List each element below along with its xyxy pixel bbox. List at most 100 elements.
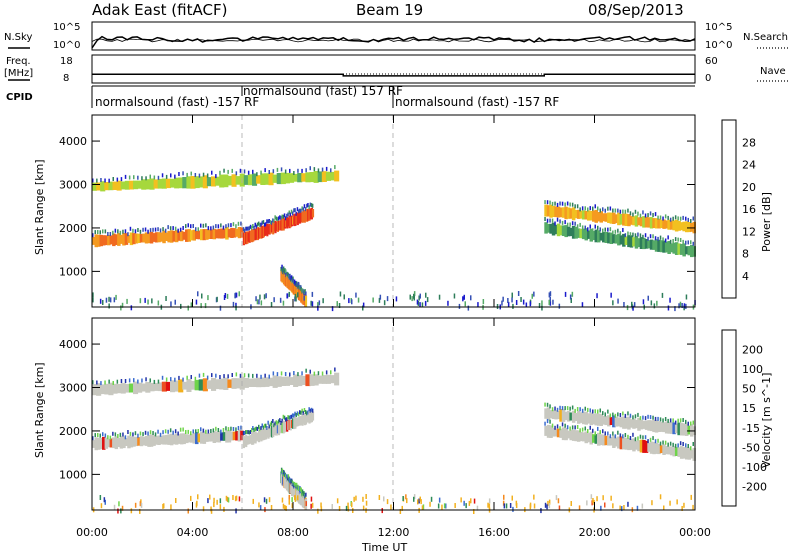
- velocity-echo-speckle: [249, 430, 252, 434]
- power-clutter-speckle: [424, 300, 427, 306]
- velocity-echo-cell: [669, 422, 674, 434]
- power-echo-speckle: [609, 227, 612, 232]
- velocity-echo-speckle: [149, 430, 152, 435]
- power-echo-speckle: [622, 209, 624, 214]
- velocity-clutter-speckle: [291, 503, 293, 509]
- velocity-echo-speckle: [657, 416, 659, 421]
- power-echo-cell: [243, 232, 247, 245]
- velocity-clutter-speckle: [512, 506, 514, 512]
- velocity-echo-speckle: [246, 430, 248, 435]
- power-clutter-speckle: [235, 292, 238, 298]
- velocity-echo-speckle: [174, 429, 177, 434]
- velocity-echo-cell: [270, 425, 274, 438]
- velocity-echo-cell: [334, 372, 340, 386]
- power-echo-speckle: [303, 204, 306, 209]
- power-echo-speckle: [604, 208, 606, 213]
- velocity-echo-cell: [619, 417, 624, 428]
- velocity-echo-cell: [587, 413, 591, 424]
- velocity-clutter-speckle: [419, 496, 421, 502]
- power-echo-speckle: [205, 223, 207, 228]
- velocity-clutter-speckle: [578, 505, 581, 511]
- power-clutter-speckle: [669, 297, 671, 303]
- velocity-ytick-label: 4000: [59, 338, 87, 351]
- velocity-echo-cell: [206, 380, 212, 389]
- velocity-echo-speckle: [682, 442, 684, 446]
- velocity-echo-cell: [153, 382, 159, 391]
- velocity-echo-speckle: [172, 430, 174, 435]
- power-clutter-speckle: [533, 291, 535, 297]
- velocity-echo-speckle: [211, 373, 213, 378]
- power-echo-speckle: [642, 234, 644, 239]
- velocity-echo-speckle: [170, 377, 172, 382]
- velocity-echo-speckle: [309, 369, 311, 374]
- power-echo-cell: [295, 214, 298, 224]
- power-echo-cell: [289, 215, 292, 228]
- power-clutter-speckle: [650, 300, 653, 306]
- velocity-echo-speckle: [272, 371, 275, 376]
- velocity-echo-cell: [137, 382, 143, 393]
- power-echo-speckle: [687, 217, 689, 222]
- power-echo-speckle: [581, 225, 584, 230]
- velocity-echo-cell: [266, 428, 269, 438]
- power-echo-speckle: [672, 239, 674, 243]
- power-echo-speckle: [632, 232, 634, 237]
- velocity-echo-speckle: [268, 374, 270, 379]
- velocity-echo-cell: [157, 382, 163, 392]
- velocity-echo-speckle: [137, 379, 139, 384]
- velocity-echo-speckle: [667, 418, 669, 423]
- power-echo-cell: [609, 232, 614, 244]
- velocity-echo-cell: [571, 429, 576, 441]
- power-echo-cell: [549, 223, 553, 234]
- velocity-echo-speckle: [285, 417, 287, 422]
- velocity-echo-cell: [114, 436, 119, 450]
- velocity-echo-cell: [313, 374, 319, 386]
- velocity-ytick-label: 3000: [59, 382, 87, 395]
- velocity-echo-cell: [307, 413, 310, 423]
- velocity-echo-cell: [215, 379, 221, 390]
- velocity-echo-speckle: [255, 426, 258, 431]
- power-echo-speckle: [285, 216, 287, 221]
- velocity-echo-cell: [622, 416, 626, 429]
- velocity-echo-speckle: [284, 372, 287, 376]
- velocity-clutter-speckle: [117, 508, 119, 514]
- power-echo-speckle: [294, 208, 296, 213]
- power-echo-speckle: [215, 174, 217, 179]
- velocity-echo-cell: [96, 383, 102, 396]
- power-echo-cell: [619, 214, 624, 225]
- power-echo-cell: [247, 232, 250, 242]
- power-echo-speckle: [280, 268, 283, 273]
- power-echo-cell: [554, 224, 558, 235]
- power-echo-cell: [622, 233, 626, 247]
- velocity-clutter-speckle: [460, 497, 462, 503]
- power-echo-cell: [139, 233, 144, 243]
- power-echo-cell: [99, 234, 103, 247]
- velocity-echo-cell: [609, 437, 614, 446]
- velocity-clutter-speckle: [610, 495, 612, 501]
- power-echo-speckle: [617, 208, 619, 213]
- velocity-echo-speckle: [287, 476, 289, 481]
- power-echo-speckle: [139, 229, 142, 234]
- velocity-echo-cell: [624, 417, 629, 429]
- power-echo-speckle: [644, 233, 647, 238]
- velocity-echo-cell: [639, 439, 644, 453]
- velocity-echo-speckle: [120, 379, 123, 383]
- power-echo-speckle: [174, 174, 176, 179]
- power-echo-cell: [321, 171, 327, 182]
- power-echo-speckle: [202, 172, 205, 177]
- velocity-echo-speckle: [685, 419, 687, 424]
- power-echo-cell: [599, 211, 603, 223]
- power-echo-speckle: [313, 167, 316, 172]
- velocity-echo-speckle: [251, 428, 253, 432]
- velocity-echo-speckle: [313, 371, 316, 376]
- power-clutter-speckle: [355, 292, 357, 298]
- power-echo-speckle: [599, 227, 601, 232]
- power-echo-cell: [629, 235, 634, 248]
- power-echo-speckle: [282, 214, 285, 219]
- power-echo-speckle: [255, 224, 258, 229]
- power-echo-cell: [195, 231, 199, 240]
- power-echo-cell: [334, 170, 340, 182]
- power-clutter-speckle: [564, 291, 567, 297]
- velocity-clutter-speckle: [197, 494, 199, 500]
- velocity-echo-speckle: [254, 427, 256, 432]
- power-echo-cell: [634, 235, 639, 249]
